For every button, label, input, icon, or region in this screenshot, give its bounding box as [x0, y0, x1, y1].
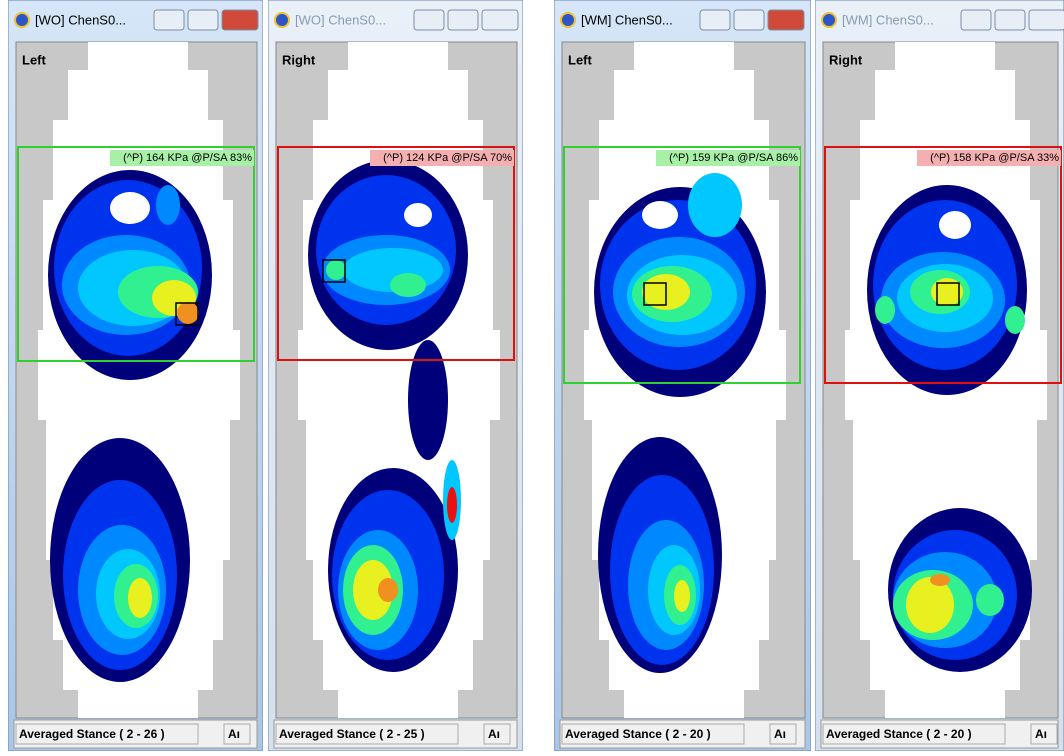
- status-text: Averaged Stance ( 2 - 20 ): [565, 727, 711, 741]
- status-extra: Aı: [488, 727, 500, 741]
- minimize-button-bg: [154, 10, 184, 30]
- close-button-bg: [1029, 10, 1064, 30]
- status-extra: Aı: [774, 727, 786, 741]
- status-text: Averaged Stance ( 2 - 20 ): [826, 727, 972, 741]
- window-body: [WO] ChenS0... Right (^P) 124 KPa @P/SA 70…: [268, 0, 523, 751]
- window: [WM] ChenS0... Right (^P) 158 KPa @P/SA 33…: [815, 0, 1064, 751]
- maximize-button-bg: [448, 10, 478, 30]
- pressure-region: [326, 260, 346, 280]
- minimize-button-bg: [961, 10, 991, 30]
- maximize-button-bg: [188, 10, 218, 30]
- status-text: Averaged Stance ( 2 - 26 ): [19, 727, 165, 741]
- close-button[interactable]: [222, 10, 258, 30]
- peak-label: (^P) 124 KPa @P/SA 70%: [383, 152, 512, 164]
- pressure-region: [939, 211, 971, 239]
- pressure-region: [110, 192, 150, 224]
- peak-label: (^P) 164 KPa @P/SA 83%: [123, 152, 252, 164]
- minimize-button[interactable]: [700, 10, 730, 30]
- desktop: [WO] ChenS0... Left (^P) 164 KPa @P/SA 83%…: [0, 0, 1064, 751]
- pressure-region: [1005, 306, 1025, 334]
- pressure-region: [976, 584, 1004, 616]
- maximize-button[interactable]: [995, 10, 1025, 30]
- side-label: Right: [829, 52, 863, 67]
- peak-label: (^P) 159 KPa @P/SA 86%: [669, 152, 798, 164]
- minimize-button[interactable]: [154, 10, 184, 30]
- peak-label: (^P) 158 KPa @P/SA 33%: [930, 152, 1059, 164]
- window-body: [WM] ChenS0... Left (^P) 159 KPa @P/SA 86%…: [554, 0, 811, 751]
- pressure-region: [906, 577, 954, 633]
- pressure-region: [390, 273, 426, 297]
- window-title: [WM] ChenS0...: [842, 12, 934, 27]
- window-title: [WO] ChenS0...: [295, 12, 386, 27]
- maximize-button[interactable]: [734, 10, 764, 30]
- maximize-button[interactable]: [188, 10, 218, 30]
- close-button-bg: [222, 10, 258, 30]
- close-button[interactable]: [482, 10, 518, 30]
- window-body: [WM] ChenS0... Right (^P) 158 KPa @P/SA 33…: [815, 0, 1064, 751]
- minimize-button[interactable]: [414, 10, 444, 30]
- window-body: [WO] ChenS0... Left (^P) 164 KPa @P/SA 83%…: [8, 0, 263, 751]
- status-extra: Aı: [1035, 727, 1047, 741]
- pressure-region: [930, 574, 950, 586]
- pressure-region: [931, 278, 963, 306]
- app-icon: [15, 13, 29, 27]
- maximize-button[interactable]: [448, 10, 478, 30]
- app-icon: [561, 13, 575, 27]
- close-button[interactable]: [768, 10, 804, 30]
- pressure-region: [156, 185, 180, 225]
- side-label: Left: [22, 52, 47, 67]
- window-title: [WM] ChenS0...: [581, 12, 673, 27]
- maximize-button-bg: [995, 10, 1025, 30]
- app-icon: [822, 13, 836, 27]
- pressure-region: [875, 296, 895, 324]
- minimize-button-bg: [700, 10, 730, 30]
- close-button-bg: [768, 10, 804, 30]
- minimize-button-bg: [414, 10, 444, 30]
- window: [WO] ChenS0... Left (^P) 164 KPa @P/SA 83%…: [8, 0, 263, 751]
- side-label: Left: [568, 52, 593, 67]
- status-extra: Aı: [228, 727, 240, 741]
- pressure-region: [128, 578, 152, 618]
- maximize-button-bg: [734, 10, 764, 30]
- pressure-region: [447, 487, 457, 523]
- screenshot: [WO] ChenS0... Left (^P) 164 KPa @P/SA 83%…: [0, 0, 1064, 751]
- window: [WM] ChenS0... Left (^P) 159 KPa @P/SA 86%…: [554, 0, 811, 751]
- side-label: Right: [282, 52, 316, 67]
- pressure-region: [688, 173, 742, 237]
- close-button-bg: [482, 10, 518, 30]
- minimize-button[interactable]: [961, 10, 991, 30]
- close-button[interactable]: [1029, 10, 1064, 30]
- pressure-region: [408, 340, 448, 460]
- window-title: [WO] ChenS0...: [35, 12, 126, 27]
- window: [WO] ChenS0... Right (^P) 124 KPa @P/SA 70…: [268, 0, 523, 751]
- app-icon: [275, 13, 289, 27]
- status-text: Averaged Stance ( 2 - 25 ): [279, 727, 425, 741]
- pressure-region: [674, 580, 690, 612]
- pressure-region: [404, 203, 432, 227]
- pressure-region: [378, 578, 398, 602]
- pressure-region: [642, 201, 678, 229]
- pressure-region: [177, 302, 199, 324]
